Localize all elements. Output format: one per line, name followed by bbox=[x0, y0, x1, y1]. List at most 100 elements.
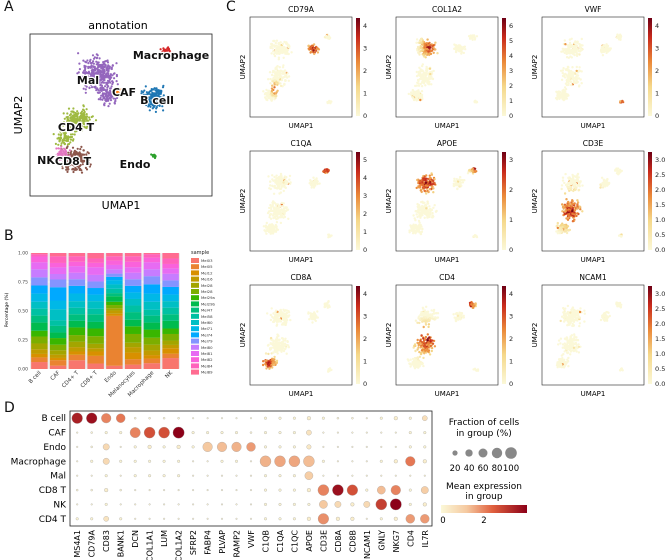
umap-a-point bbox=[82, 149, 85, 152]
bar-segment bbox=[143, 329, 161, 338]
bar-segment bbox=[49, 354, 67, 358]
feature-point bbox=[279, 341, 282, 345]
feature-colorbar bbox=[502, 18, 506, 116]
feature-point bbox=[273, 86, 276, 89]
feature-point bbox=[272, 358, 275, 361]
feature-point bbox=[281, 47, 284, 50]
feature-plot-points bbox=[261, 300, 333, 373]
umap-a-point bbox=[84, 65, 87, 68]
bar-segment bbox=[143, 344, 161, 351]
bar-segment bbox=[68, 272, 86, 280]
umap-a-point bbox=[164, 49, 167, 53]
feature-point bbox=[272, 53, 276, 56]
feature-point bbox=[420, 47, 423, 50]
feature-point bbox=[575, 69, 578, 73]
feature-point bbox=[278, 52, 281, 56]
feature-point bbox=[272, 77, 275, 80]
feature-colorbar-tick: 0 bbox=[655, 112, 659, 120]
feature-point bbox=[418, 355, 422, 358]
bar-segment bbox=[162, 268, 179, 274]
feature-point bbox=[417, 51, 420, 54]
feature-point bbox=[276, 78, 280, 82]
feature-point bbox=[271, 205, 274, 208]
feature-point bbox=[279, 320, 283, 323]
umap-a-point bbox=[116, 83, 119, 86]
feature-point bbox=[421, 181, 424, 184]
feature-colorbar-tick: 2.5 bbox=[655, 171, 665, 179]
feature-point bbox=[417, 48, 421, 51]
feature-point bbox=[599, 183, 602, 186]
feature-point bbox=[574, 318, 578, 322]
feature-point bbox=[431, 342, 435, 345]
bar-legend-swatch bbox=[191, 357, 199, 363]
feature-point bbox=[273, 343, 276, 346]
bar-segment bbox=[49, 300, 67, 310]
feature-plot-title: VWF bbox=[585, 5, 602, 14]
feature-point bbox=[430, 173, 434, 176]
umap-a-point bbox=[85, 163, 88, 167]
bar-segment bbox=[87, 355, 104, 364]
feature-colorbar-tick: 1 bbox=[509, 97, 513, 105]
bar-segment bbox=[31, 285, 48, 294]
umap-a-point bbox=[87, 152, 90, 155]
umap-a-point bbox=[64, 151, 67, 154]
umap-a-point bbox=[156, 94, 159, 97]
feature-point bbox=[563, 226, 566, 229]
feature-point bbox=[425, 313, 428, 316]
feature-point bbox=[571, 220, 575, 223]
feature-point bbox=[566, 304, 570, 308]
feature-point bbox=[312, 176, 315, 179]
bar-segment bbox=[106, 305, 123, 309]
feature-point bbox=[427, 319, 430, 323]
bar-segment bbox=[106, 301, 123, 306]
feature-point bbox=[578, 42, 581, 46]
bar-segment bbox=[124, 342, 142, 348]
feature-point bbox=[285, 209, 288, 212]
bar-legend-swatch bbox=[191, 264, 199, 270]
umap-a-point bbox=[74, 166, 77, 170]
feature-point bbox=[279, 46, 283, 49]
umap-a-point bbox=[92, 62, 95, 65]
feature-point bbox=[556, 232, 560, 235]
feature-point bbox=[275, 342, 279, 345]
stacked-bar-chart: 0.000.250.500.751.00 B cell CAF CD4+ T CD8+… bbox=[4, 250, 215, 399]
umap-a-point bbox=[84, 88, 87, 91]
umap-a-point bbox=[110, 76, 113, 79]
feature-plot-ylabel: UMAP2 bbox=[239, 55, 247, 80]
feature-point bbox=[576, 207, 579, 210]
feature-point bbox=[313, 52, 316, 56]
feature-point bbox=[473, 167, 477, 170]
feature-point bbox=[419, 216, 422, 219]
feature-point bbox=[420, 90, 424, 93]
feature-point bbox=[426, 310, 429, 314]
feature-point bbox=[275, 94, 278, 98]
umap-a-point bbox=[68, 154, 71, 157]
umap-a-point bbox=[152, 105, 155, 108]
feature-colorbar bbox=[648, 18, 652, 116]
feature-point bbox=[417, 46, 420, 50]
umap-a-point bbox=[167, 49, 170, 52]
bar-segment bbox=[143, 262, 161, 270]
umap-a-point bbox=[108, 102, 111, 105]
umap-a-point bbox=[110, 93, 113, 96]
umap-a-point bbox=[154, 89, 157, 92]
bar-legend-swatch bbox=[191, 369, 199, 375]
feature-point bbox=[274, 72, 277, 75]
feature-point bbox=[269, 203, 272, 207]
umap-a-cluster-points bbox=[96, 86, 120, 108]
feature-point bbox=[430, 208, 433, 212]
umap-a-point bbox=[80, 145, 83, 148]
umap-a-point bbox=[89, 163, 92, 166]
feature-point bbox=[574, 45, 577, 48]
umap-a-point bbox=[73, 115, 76, 118]
umap-a-point bbox=[61, 167, 64, 170]
umap-a-point bbox=[87, 82, 90, 85]
umap-a-point bbox=[72, 164, 75, 167]
feature-point bbox=[571, 199, 574, 203]
feature-point bbox=[423, 352, 426, 355]
feature-plot-title: COL1A2 bbox=[432, 5, 462, 14]
